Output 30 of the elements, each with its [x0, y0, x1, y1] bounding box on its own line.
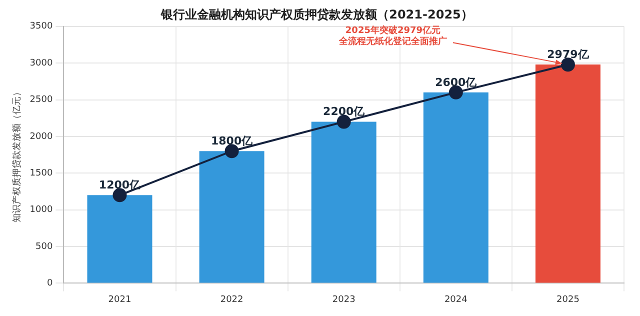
x-tick-label: 2021	[108, 294, 132, 305]
data-label: 2200亿	[323, 105, 366, 118]
point	[224, 144, 239, 158]
y-tick-label: 2000	[30, 132, 53, 142]
point	[560, 58, 575, 72]
data-label: 1200亿	[98, 178, 142, 192]
x-tick-label: 2023	[332, 294, 356, 305]
data-label: 2979亿	[547, 48, 590, 61]
y-tick-label: 1500	[30, 168, 53, 178]
y-tick-label: 500	[36, 242, 53, 252]
bar	[87, 195, 152, 283]
data-label: 2600亿	[435, 76, 478, 89]
y-tick-label: 0	[46, 278, 53, 289]
chart-title: 银行业金融机构知识产权质押贷款发放额（2021-2025）	[160, 7, 473, 22]
data-label: 1800亿	[210, 134, 254, 148]
x-tick-label: 2025	[556, 294, 580, 305]
annotation: 全流程无纸化登记全面推广	[338, 36, 447, 47]
y-tick-label: 2500	[30, 95, 53, 106]
y-tick-label: 1000	[30, 205, 53, 216]
bar	[199, 151, 264, 283]
y-tick-label: 3500	[30, 22, 53, 32]
bar	[423, 92, 488, 283]
annotation: 2025年突破2979亿元	[345, 24, 441, 36]
point	[112, 188, 127, 202]
point	[336, 114, 351, 129]
y-tick-label: 3000	[30, 58, 53, 68]
y-axis-title: 知识产权质押贷款发放额（亿元）	[12, 87, 23, 222]
bar	[311, 122, 376, 283]
x-tick-label: 2024	[444, 294, 468, 305]
x-tick-label: 2022	[220, 294, 244, 305]
